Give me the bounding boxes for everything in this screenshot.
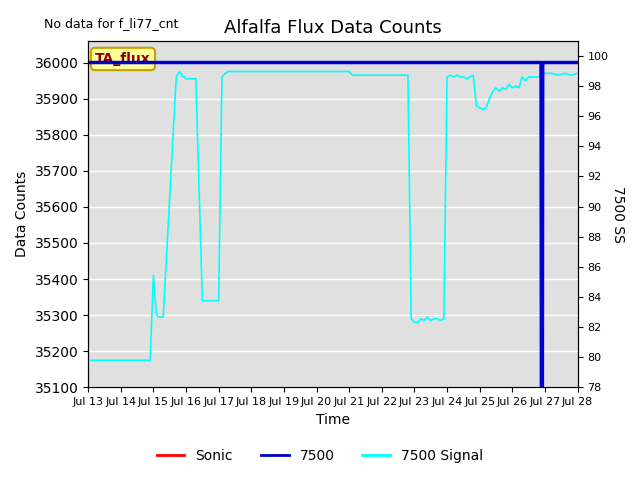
Title: Alfalfa Flux Data Counts: Alfalfa Flux Data Counts <box>224 19 442 36</box>
Legend: Sonic, 7500, 7500 Signal: Sonic, 7500, 7500 Signal <box>151 443 489 468</box>
Text: No data for f_li77_cnt: No data for f_li77_cnt <box>44 17 179 30</box>
Y-axis label: Data Counts: Data Counts <box>15 171 29 257</box>
Text: TA_flux: TA_flux <box>95 52 151 66</box>
X-axis label: Time: Time <box>316 413 350 427</box>
Y-axis label: 7500 SS: 7500 SS <box>611 186 625 242</box>
